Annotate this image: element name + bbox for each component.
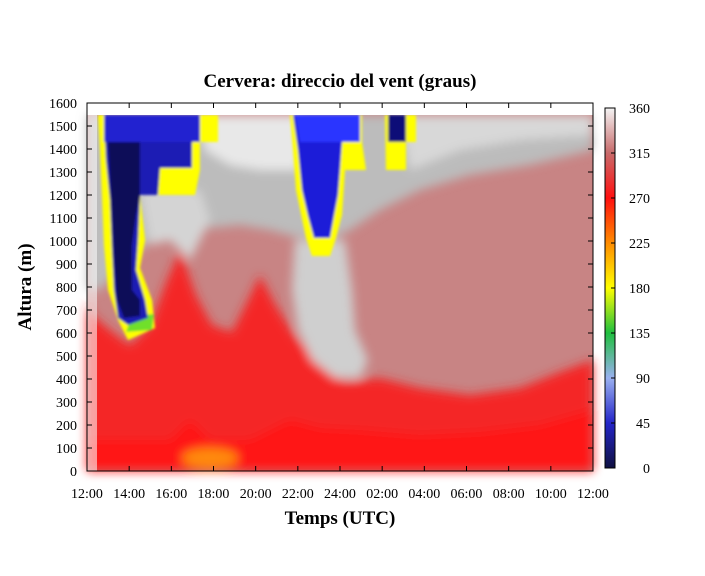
heatmap-blobs-sharp xyxy=(98,115,416,340)
x-tick-label: 06:00 xyxy=(451,487,483,502)
y-tick-label: 800 xyxy=(56,281,77,296)
heatmap-orange-spot xyxy=(182,448,238,468)
heatmap-field xyxy=(87,103,593,471)
x-tick-label: 08:00 xyxy=(493,487,525,502)
x-tick-label: 04:00 xyxy=(408,487,440,502)
y-tick-label: 1000 xyxy=(49,235,77,250)
heatmap-blue-top-left xyxy=(104,115,200,142)
x-axis-label: Temps (UTC) xyxy=(285,508,396,529)
y-tick-label: 400 xyxy=(56,373,77,388)
colorbar-tick-label: 90 xyxy=(636,372,650,387)
x-tick-label: 02:00 xyxy=(366,487,398,502)
y-tick-label: 700 xyxy=(56,304,77,319)
colorbar-tick-label: 45 xyxy=(636,417,650,432)
x-tick-label: 18:00 xyxy=(198,487,230,502)
colorbar-tick-label: 135 xyxy=(629,327,650,342)
x-tick-label: 12:00 xyxy=(577,487,609,502)
y-tick-label: 1600 xyxy=(49,97,77,112)
y-tick-label: 500 xyxy=(56,350,77,365)
y-tick-label: 1500 xyxy=(49,120,77,135)
heatmap-light-top-right xyxy=(400,115,593,170)
colorbar-ticks: 0 45 90 135 180 225 270 315 360 xyxy=(611,102,650,477)
x-tick-label: 12:00 xyxy=(71,487,103,502)
x-tick-label: 14:00 xyxy=(113,487,145,502)
y-tick-label: 1200 xyxy=(49,189,77,204)
y-tick-label: 0 xyxy=(70,465,77,480)
y-tick-label: 300 xyxy=(56,396,77,411)
y-tick-label: 900 xyxy=(56,258,77,273)
colorbar-tick-label: 225 xyxy=(629,237,650,252)
colorbar-tick-label: 0 xyxy=(643,462,650,477)
y-tick-label: 1300 xyxy=(49,166,77,181)
y-axis-label: Altura (m) xyxy=(15,243,36,330)
heatmap-blue-mid-column xyxy=(293,115,360,238)
chart-title: Cervera: direccio del vent (graus) xyxy=(204,71,477,92)
colorbar-tick-label: 315 xyxy=(629,147,650,162)
colorbar-tick-label: 180 xyxy=(629,282,650,297)
colorbar-tick-label: 360 xyxy=(629,102,650,117)
heatmap-grey-left-shoulder xyxy=(140,190,210,260)
heatmap-light-top xyxy=(200,115,300,170)
x-axis-ticks: 12:00 14:00 16:00 18:00 20:00 22:00 24:00 02:00… xyxy=(71,103,609,502)
y-tick-label: 1100 xyxy=(50,212,77,227)
x-tick-label: 24:00 xyxy=(324,487,356,502)
y-tick-label: 200 xyxy=(56,419,77,434)
x-tick-label: 22:00 xyxy=(282,487,314,502)
x-tick-label: 20:00 xyxy=(240,487,272,502)
x-tick-label: 16:00 xyxy=(155,487,187,502)
y-tick-label: 600 xyxy=(56,327,77,342)
heatmap-navy-left-core xyxy=(108,142,140,318)
heatmap-grey-mid-plume xyxy=(292,240,368,378)
x-tick-label: 10:00 xyxy=(535,487,567,502)
heatmap-blue-mid-top xyxy=(295,115,360,142)
colorbar-tick-label: 270 xyxy=(629,192,650,207)
heatmap-red-lower-band xyxy=(87,250,593,471)
y-tick-label: 1400 xyxy=(49,143,77,158)
y-tick-label: 100 xyxy=(56,442,77,457)
heatmap-navy-right-spot xyxy=(388,115,406,142)
y-axis-ticks: 0 100 200 300 400 500 600 700 800 900 1000 1100 1200… xyxy=(49,97,593,480)
